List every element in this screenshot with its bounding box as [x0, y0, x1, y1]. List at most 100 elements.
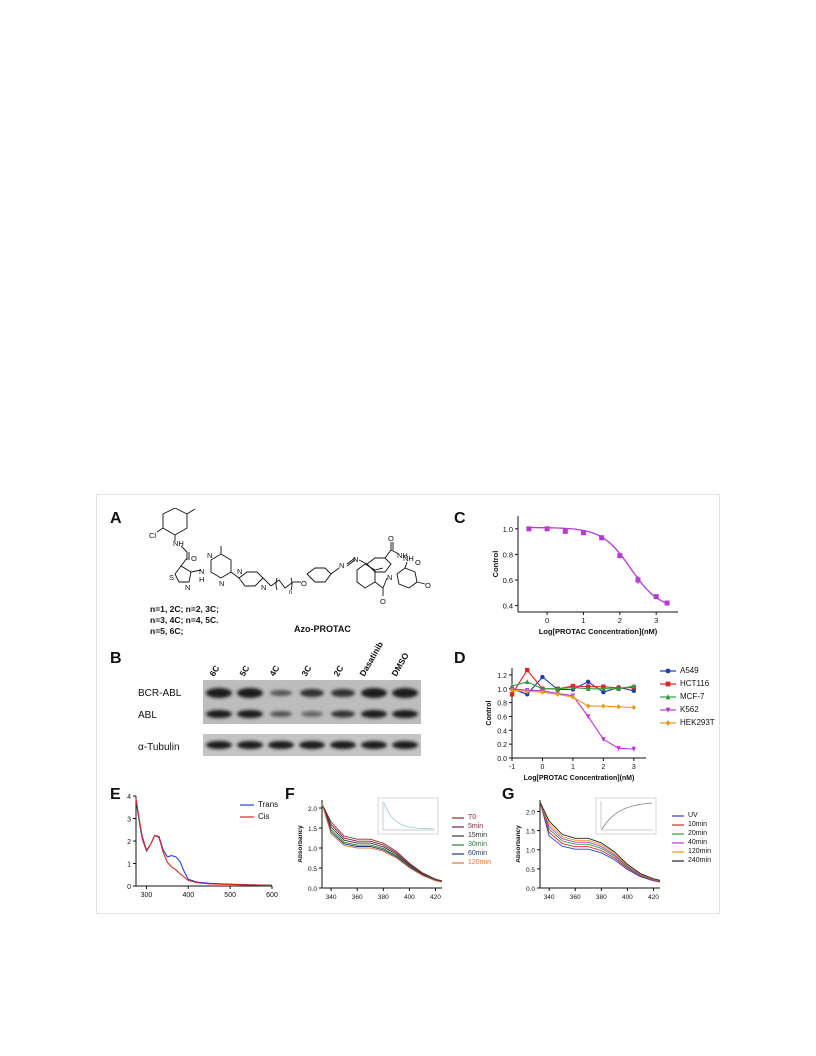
legend-marker	[665, 707, 671, 713]
legend-marker	[665, 693, 671, 699]
legend-f: T0 5min 15min 30min 60min 120min	[452, 814, 491, 868]
substituent-line: n=5, 6C;	[150, 626, 184, 636]
y-tick-label: 3	[127, 817, 131, 824]
y-tick-label: 1.0	[503, 525, 513, 534]
y-tick-label: 0.4	[503, 602, 513, 611]
legend-marker	[665, 681, 671, 686]
atom-label: N	[207, 551, 212, 560]
series-line	[321, 803, 443, 882]
legend-swatch	[660, 719, 676, 726]
atom-label: N	[199, 567, 204, 576]
y-tick-label: 0.8	[497, 701, 507, 708]
legend-swatch	[672, 823, 684, 826]
inset-frame	[595, 797, 657, 835]
data-point	[601, 737, 606, 743]
y-tick-label: 0.4	[497, 728, 507, 735]
legend-swatch	[672, 814, 684, 817]
legend-label: A549	[680, 666, 699, 675]
legend-swatch	[240, 815, 254, 818]
dose-response-chart-d: -1 0 1 2 3 0.0 0.2 0.4 0.6 0.8 1.0 1.2 Log[PROTAC Co…	[486, 667, 646, 782]
legend-item: 40min	[672, 839, 711, 846]
y-axis-label: Control	[491, 551, 500, 578]
y-tick-label: 0.6	[497, 714, 507, 721]
y-axis-label: Absorbancy	[298, 825, 304, 863]
inset-curve	[601, 802, 653, 830]
panel-letter-a: A	[110, 510, 122, 527]
data-point	[570, 684, 576, 690]
x-tick-label: 340	[544, 894, 555, 901]
x-tick-label: 1	[571, 764, 575, 771]
atom-label: N	[339, 561, 344, 570]
atom-label: NH	[173, 539, 184, 548]
x-tick-label: 360	[570, 894, 581, 901]
data-point	[525, 679, 530, 685]
x-tick-label: 400	[404, 894, 415, 901]
y-tick-label: 2.0	[308, 806, 317, 813]
data-point	[525, 667, 530, 673]
series-line	[539, 801, 661, 883]
x-tick-label: 360	[352, 894, 363, 901]
legend-label: K562	[680, 705, 699, 714]
legend-swatch	[452, 834, 464, 837]
data-point	[616, 746, 621, 752]
legend-g: UV 10min 20min 40min 120min 240min	[672, 812, 711, 866]
x-tick-label: 340	[326, 894, 337, 901]
legend-label: 120min	[468, 859, 491, 866]
data-point	[525, 692, 530, 697]
x-tick-label: 380	[378, 894, 389, 901]
western-blot	[203, 680, 421, 756]
legend-swatch	[672, 832, 684, 835]
x-axis-label: Log[PROTAC Concentration](nM)	[539, 627, 658, 636]
data-point	[585, 686, 591, 691]
data-point	[585, 679, 591, 685]
x-tick-label: 3	[654, 616, 658, 625]
data-point	[653, 594, 659, 600]
data-point	[631, 683, 637, 689]
panel-letter-e: E	[110, 786, 121, 803]
atom-label: O	[425, 581, 431, 590]
data-point	[616, 704, 621, 710]
uv-spectrum-chart-e: 30040050060001234Wavelength	[127, 794, 278, 899]
series-line	[539, 801, 661, 881]
legend-swatch	[672, 841, 684, 844]
data-point	[580, 530, 586, 536]
y-tick-label: 1.5	[526, 829, 535, 836]
x-tick-label: 0	[541, 764, 545, 771]
fit-curve	[528, 526, 668, 605]
y-tick-label: 0.2	[497, 742, 507, 749]
x-tick-label: 0	[545, 616, 549, 625]
y-tick-label: 1.0	[308, 846, 317, 853]
legend-label: 30min	[468, 841, 488, 848]
data-point	[631, 688, 637, 694]
atom-label: NH	[403, 554, 414, 563]
y-tick-label: 1	[127, 862, 131, 869]
y-tick-label: 1.0	[526, 848, 535, 855]
data-point	[599, 535, 605, 541]
data-point	[635, 577, 641, 583]
data-point	[664, 600, 670, 606]
legend-swatch	[660, 707, 676, 713]
atom-label: N	[353, 555, 358, 564]
x-axis-label: Log[PROTAC Concentration](nM)	[524, 775, 635, 782]
spectrum-chart-g: 3403603804004200.00.51.01.52.0Wavelength…	[516, 797, 661, 901]
x-tick-label: 380	[596, 894, 607, 901]
y-tick-label: 0.0	[497, 756, 507, 763]
legend-swatch	[660, 681, 676, 686]
series-line	[539, 801, 661, 882]
spectrum-chart-f: 3403603804004200.00.51.01.52.0Wavelength…	[298, 797, 443, 901]
legend-item: HCT116	[660, 679, 715, 688]
legend-item: A549	[660, 666, 715, 675]
series-line	[321, 803, 443, 882]
legend-swatch	[660, 668, 676, 673]
y-axis-label: Control	[486, 701, 493, 726]
legend-label: MCF-7	[680, 692, 705, 701]
substituent-legend: n=1, 2C; n=2, 3C; n=3, 4C; n=4, 5C. n=5,…	[150, 604, 219, 637]
legend-label: Cis	[258, 812, 270, 821]
legend-item: UV	[672, 812, 711, 819]
figure-frame	[96, 494, 720, 914]
x-tick-label: 2	[618, 616, 622, 625]
panel-letter-c: C	[454, 510, 466, 527]
x-tick-label: 600	[266, 892, 278, 899]
legend-item: T0	[452, 814, 491, 821]
series-line	[135, 798, 273, 886]
